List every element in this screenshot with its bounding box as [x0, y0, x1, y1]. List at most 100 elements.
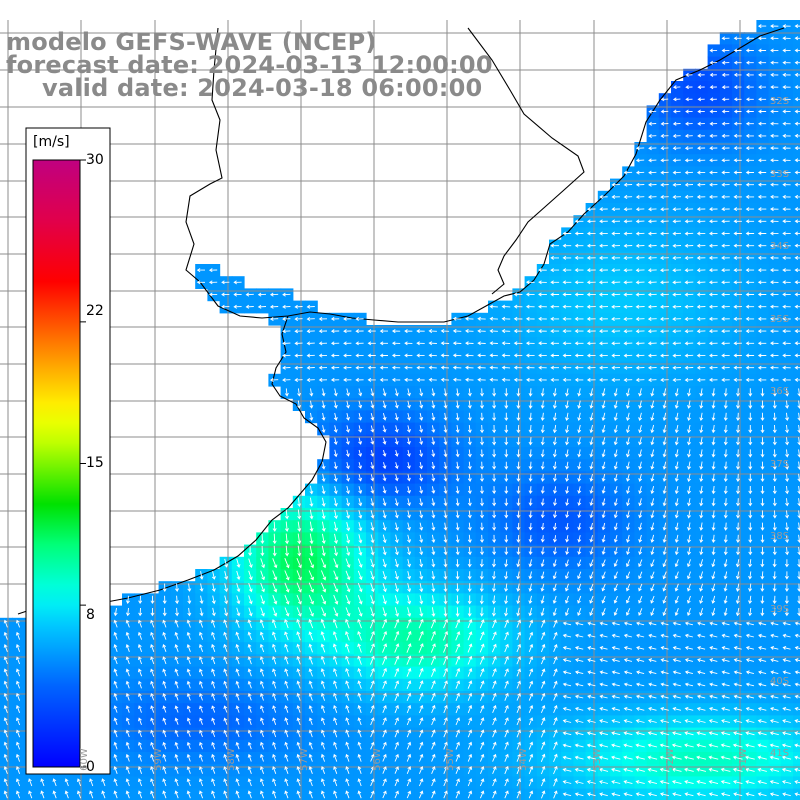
- wind-arrow: [162, 729, 167, 738]
- wind-arrow: [748, 388, 753, 397]
- wind-arrow: [589, 486, 594, 494]
- field-cell: [793, 508, 800, 521]
- wind-arrow: [492, 668, 497, 677]
- wind-arrow: [562, 316, 572, 321]
- wind-arrow: [721, 316, 730, 321]
- wind-arrow: [647, 292, 657, 297]
- wind-arrow: [345, 449, 350, 458]
- wind-arrow: [516, 534, 521, 543]
- wind-arrow: [492, 692, 497, 701]
- wind-arrow: [733, 97, 742, 102]
- wind-arrow: [745, 146, 754, 151]
- wind-arrow: [565, 486, 570, 494]
- wind-arrow: [223, 619, 228, 628]
- wind-arrow: [504, 547, 509, 556]
- wind-arrow: [162, 790, 167, 799]
- wind-arrow: [271, 631, 277, 641]
- wind-arrow: [358, 486, 363, 495]
- wind-arrow: [492, 522, 497, 531]
- field-cell: [793, 593, 800, 607]
- wind-arrow: [431, 412, 436, 421]
- wind-arrow: [284, 521, 289, 532]
- wind-arrow: [540, 461, 545, 470]
- wind-arrow: [443, 595, 448, 605]
- wind-arrow: [745, 719, 755, 724]
- wind-arrow: [586, 353, 596, 358]
- wind-arrow: [282, 353, 291, 358]
- wind-arrow: [672, 97, 681, 102]
- wind-arrow: [284, 594, 290, 605]
- wind-arrow: [296, 692, 301, 701]
- wind-arrow: [394, 595, 399, 605]
- wind-arrow: [528, 753, 534, 762]
- wind-arrow: [589, 437, 594, 446]
- wind-arrow: [330, 353, 340, 358]
- wind-arrow: [516, 705, 521, 713]
- wind-arrow: [406, 680, 412, 689]
- wind-arrow: [272, 753, 277, 762]
- wind-arrow: [625, 437, 630, 446]
- wind-arrow: [785, 473, 790, 483]
- wind-arrow: [125, 741, 130, 750]
- wind-arrow: [599, 645, 608, 650]
- wind-arrow: [391, 377, 401, 382]
- wind-arrow: [516, 595, 521, 605]
- wind-arrow: [15, 619, 21, 628]
- wind-arrow: [355, 365, 364, 370]
- wind-arrow: [760, 424, 765, 434]
- wind-arrow: [428, 341, 437, 346]
- field-cell: [793, 398, 800, 411]
- wind-arrow: [224, 570, 229, 580]
- field-cell: [732, 788, 745, 800]
- wind-arrow: [770, 621, 779, 626]
- wind-arrow: [650, 522, 655, 531]
- wind-arrow: [284, 765, 289, 774]
- wind-arrow: [3, 680, 8, 689]
- wind-arrow: [345, 692, 350, 701]
- wind-arrow: [221, 280, 230, 285]
- wind-arrow: [757, 292, 767, 297]
- wind-arrow: [357, 668, 362, 677]
- wind-arrow: [296, 741, 301, 750]
- wind-arrow: [562, 755, 572, 760]
- wind-arrow: [684, 670, 694, 675]
- wind-arrow: [601, 522, 606, 531]
- wind-arrow: [443, 717, 448, 726]
- wind-arrow: [455, 546, 460, 556]
- wind-arrow: [586, 219, 596, 224]
- wind-arrow: [696, 353, 706, 358]
- wind-arrow: [370, 486, 375, 494]
- wind-arrow: [745, 670, 755, 675]
- wind-arrow: [259, 778, 265, 787]
- wind-arrow: [394, 667, 400, 677]
- wind-arrow: [586, 316, 596, 321]
- wind-arrow: [611, 658, 620, 663]
- wind-arrow: [662, 437, 667, 446]
- wind-arrow: [492, 729, 497, 738]
- wind-arrow: [125, 668, 130, 677]
- wind-arrow: [674, 498, 679, 507]
- wind-arrow: [794, 645, 800, 650]
- wind-arrow: [550, 255, 559, 260]
- wind-arrow: [516, 790, 521, 799]
- wind-arrow: [538, 280, 547, 285]
- wind-arrow: [516, 510, 521, 519]
- wind-arrow: [223, 705, 228, 713]
- wind-arrow: [659, 755, 670, 760]
- wind-arrow: [733, 694, 742, 699]
- wind-arrow: [294, 341, 303, 346]
- wind-arrow: [782, 109, 791, 114]
- wind-arrow: [296, 778, 301, 787]
- wind-arrow: [320, 655, 326, 665]
- wind-arrow: [552, 583, 557, 592]
- wind-arrow: [269, 304, 279, 309]
- wind-arrow: [684, 767, 694, 772]
- wind-arrow: [721, 365, 730, 370]
- wind-arrow: [174, 656, 179, 665]
- wind-arrow: [672, 670, 681, 675]
- wind-arrow: [599, 353, 608, 358]
- wind-arrow: [162, 595, 167, 605]
- wind-arrow: [623, 182, 633, 187]
- wind-arrow: [685, 85, 693, 90]
- wind-arrow: [709, 60, 718, 65]
